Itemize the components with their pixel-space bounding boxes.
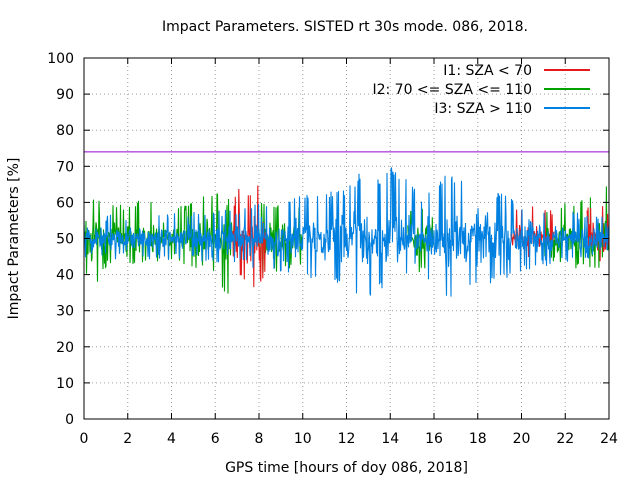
x-tick-label: 4 <box>167 431 176 447</box>
x-axis-label: GPS time [hours of doy 086, 2018] <box>225 460 468 476</box>
series-3-trace <box>83 166 610 297</box>
x-tick-label: 20 <box>513 431 531 447</box>
y-tick-label: 80 <box>56 123 74 139</box>
axis-ticks: 0 2 4 6 8 10 12 14 16 18 20 22 240102030405060708090… <box>47 51 618 447</box>
y-tick-label: 20 <box>56 340 74 356</box>
x-tick-label: 14 <box>381 431 399 447</box>
x-tick-label: 12 <box>338 431 356 447</box>
y-tick-label: 10 <box>56 376 74 392</box>
x-tick-label: 2 <box>123 431 132 447</box>
series-plot-area <box>83 166 610 297</box>
legend-label-i3: I3: SZA > 110 <box>434 101 532 117</box>
x-tick-label: 18 <box>469 431 487 447</box>
legend-label-i2: I2: 70 <= SZA <= 110 <box>372 82 532 98</box>
y-tick-label: 60 <box>56 195 74 211</box>
series-3 <box>83 166 610 297</box>
x-tick-label: 0 <box>80 431 89 447</box>
y-tick-label: 30 <box>56 304 74 320</box>
x-tick-label: 16 <box>425 431 443 447</box>
y-tick-label: 40 <box>56 268 74 284</box>
x-tick-label: 6 <box>211 431 220 447</box>
legend-label-i1: I1: SZA < 70 <box>443 63 532 79</box>
y-tick-label: 90 <box>56 87 74 103</box>
x-tick-label: 8 <box>255 431 264 447</box>
x-tick-label: 22 <box>556 431 574 447</box>
chart-title: Impact Parameters. SISTED rt 30s mode. 0… <box>162 19 528 35</box>
series-1-trace <box>586 206 610 262</box>
x-tick-label: 10 <box>294 431 312 447</box>
y-tick-label: 70 <box>56 159 74 175</box>
legend: I1: SZA < 70 I2: 70 <= SZA <= 110 I3: SZ… <box>372 63 590 117</box>
y-axis-label: Impact Parameters [%] <box>6 158 22 320</box>
series-1-trace <box>232 185 266 288</box>
y-tick-label: 0 <box>65 412 74 428</box>
y-tick-label: 100 <box>47 51 74 67</box>
x-tick-label: 24 <box>600 431 618 447</box>
y-tick-label: 50 <box>56 232 74 248</box>
